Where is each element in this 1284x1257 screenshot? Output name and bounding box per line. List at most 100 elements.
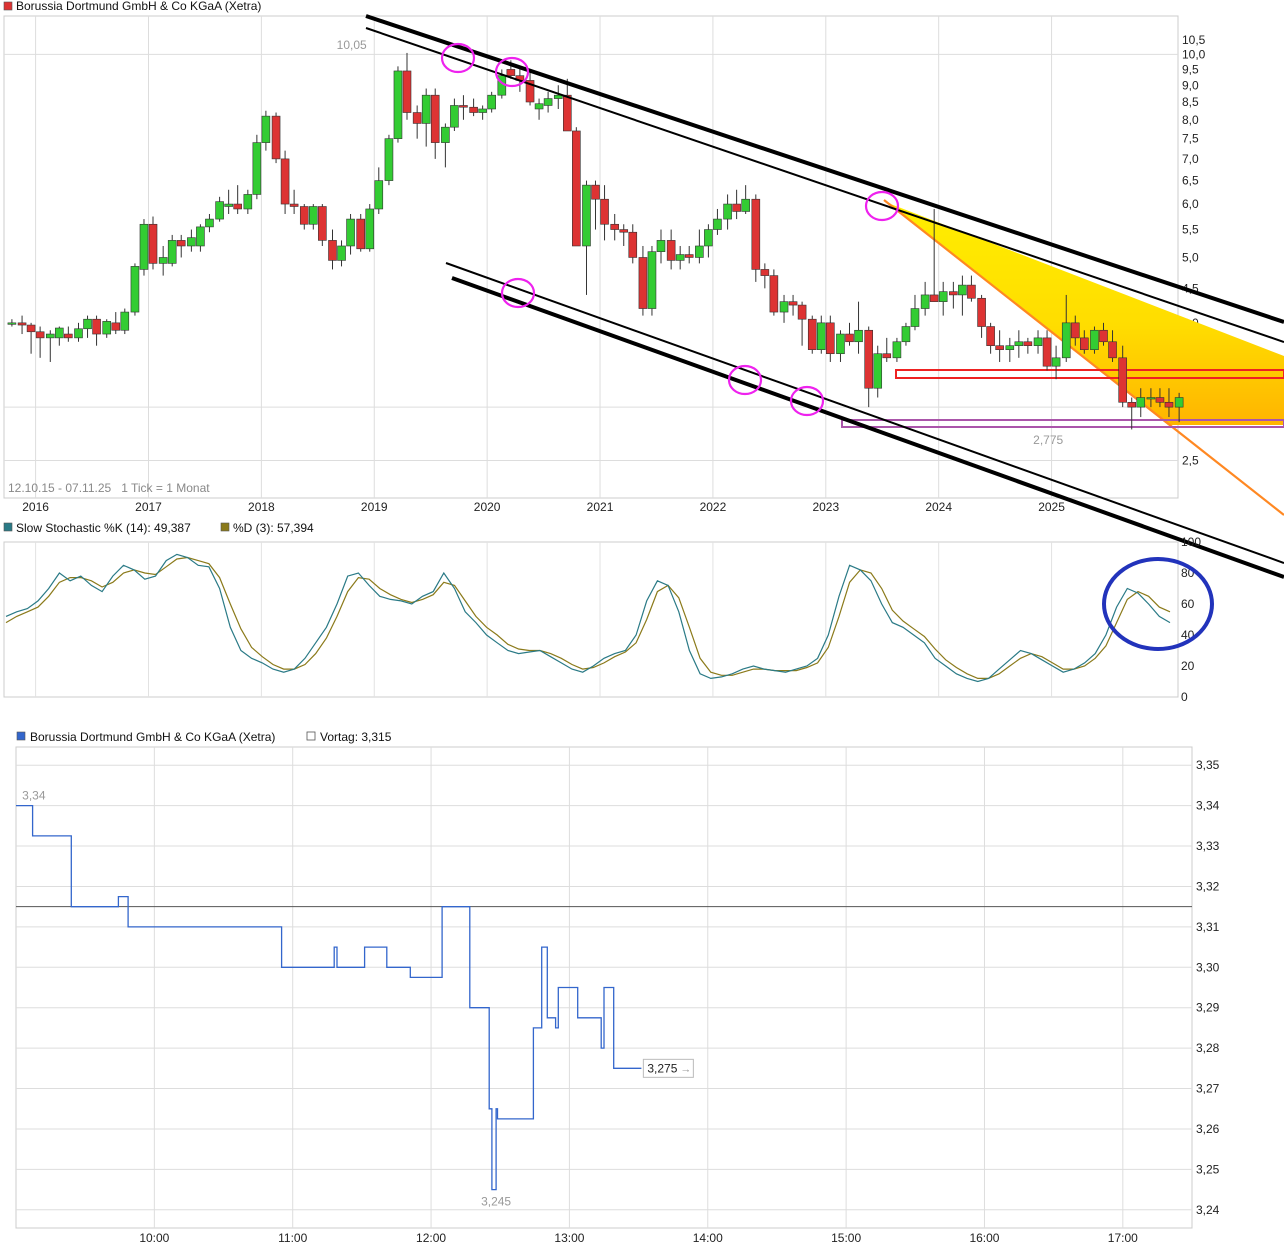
candle-body <box>35 331 45 339</box>
candle <box>1136 388 1146 418</box>
candle <box>543 91 553 113</box>
candle-y-tick: 7,5 <box>1182 132 1199 146</box>
candle <box>1174 392 1184 423</box>
candle-body <box>506 69 516 76</box>
candle <box>130 263 140 316</box>
candle-body <box>328 240 337 261</box>
candle-body <box>949 291 958 296</box>
candle <box>487 91 496 113</box>
candle-body <box>64 333 73 339</box>
intraday-y-tick: 3,35 <box>1196 758 1220 772</box>
last-price-box: 3,275 → <box>642 1058 694 1078</box>
candle-body <box>638 257 648 309</box>
candle-x-tick-labels: 2016 2017 2018 2019 2020 2021 2022 2023 2024 2025 <box>22 500 1065 514</box>
stoch-blue-circle <box>1102 557 1214 651</box>
candle <box>647 245 657 316</box>
candle-y-tick: 10,5 <box>1182 33 1206 47</box>
candle <box>995 330 1004 362</box>
candle-body <box>723 203 732 220</box>
candle <box>534 98 544 120</box>
trend-channel <box>365 14 1284 579</box>
candle-body <box>1146 397 1156 400</box>
candle-body <box>675 254 685 261</box>
candle <box>337 240 346 267</box>
candle <box>233 185 242 214</box>
candle <box>356 213 366 252</box>
candle-body <box>252 142 262 195</box>
stoch-k-swatch <box>3 522 13 532</box>
candle-body <box>656 240 666 252</box>
intraday-x-tick: 15:00 <box>831 1231 861 1245</box>
intraday-x-tick: 17:00 <box>1108 1231 1138 1245</box>
intraday-x-tick: 12:00 <box>416 1231 446 1245</box>
candle <box>205 213 214 233</box>
candle-body <box>1118 357 1127 403</box>
candle <box>656 229 666 264</box>
candle <box>215 196 224 222</box>
candle <box>967 275 976 302</box>
candle <box>421 88 431 147</box>
candle <box>111 312 121 335</box>
candle-body <box>836 333 845 355</box>
touch-circle <box>864 190 900 222</box>
candle-body <box>1127 401 1137 408</box>
candle <box>675 245 685 270</box>
candle <box>1108 330 1117 362</box>
candle <box>684 245 694 264</box>
candle <box>430 88 440 159</box>
candles <box>7 52 1184 430</box>
candle-body <box>187 237 196 247</box>
candle <box>196 224 205 252</box>
candle <box>120 308 130 335</box>
candle-body <box>402 70 412 113</box>
intraday-y-tick: 3,31 <box>1196 920 1220 934</box>
touch-circle <box>789 385 825 417</box>
candle <box>55 326 64 346</box>
intraday-x-tick-labels: 10:00 11:00 12:00 13:00 14:00 15:00 16:00 17:00 <box>139 1231 1138 1245</box>
candle <box>788 294 798 316</box>
previous-close-legend: Vortag: 3,315 <box>320 730 392 744</box>
intraday-y-tick: 3,27 <box>1196 1082 1220 1096</box>
candle-x-tick: 2022 <box>700 500 727 514</box>
candle <box>83 315 92 338</box>
candle-body <box>478 108 487 113</box>
candle <box>74 322 83 342</box>
candle-x-tick: 2023 <box>812 500 839 514</box>
intraday-y-tick: 3,25 <box>1196 1162 1220 1176</box>
candle <box>938 281 948 316</box>
stoch-lines <box>5 553 1171 683</box>
intraday-panel: Borussia Dortmund GmbH & Co KGaA (Xetra)… <box>15 730 1220 1245</box>
candle-y-tick: 9,5 <box>1182 62 1199 76</box>
candle <box>45 330 55 362</box>
candle <box>148 216 158 270</box>
candle-x-tick: 2016 <box>22 500 49 514</box>
candle-body <box>929 294 939 302</box>
candle-body <box>986 326 995 346</box>
stoch-y-tick: 20 <box>1181 659 1195 673</box>
stoch-y-tick: 100 <box>1181 535 1201 549</box>
candle <box>92 315 101 346</box>
last-price-frame <box>642 1058 694 1078</box>
candle <box>958 275 967 316</box>
candle-body <box>534 103 544 110</box>
candle-body <box>412 112 422 124</box>
candle-body <box>1090 329 1099 350</box>
candle <box>713 208 722 235</box>
candle <box>901 322 911 346</box>
intraday-x-tick: 14:00 <box>693 1231 723 1245</box>
candle-x-tick: 2024 <box>925 500 952 514</box>
candle-x-tick: 2025 <box>1038 500 1065 514</box>
candle <box>610 213 620 241</box>
candle <box>910 294 920 331</box>
channel-upper-outer <box>365 14 1284 324</box>
candle <box>1090 326 1099 354</box>
candle-body <box>816 322 826 350</box>
candle <box>346 213 355 255</box>
candle <box>892 337 902 362</box>
candle <box>600 185 609 241</box>
candle <box>562 78 572 132</box>
intraday-price-line <box>16 804 642 1191</box>
candle-body <box>271 115 281 160</box>
candle <box>572 127 581 247</box>
candle <box>769 269 779 316</box>
